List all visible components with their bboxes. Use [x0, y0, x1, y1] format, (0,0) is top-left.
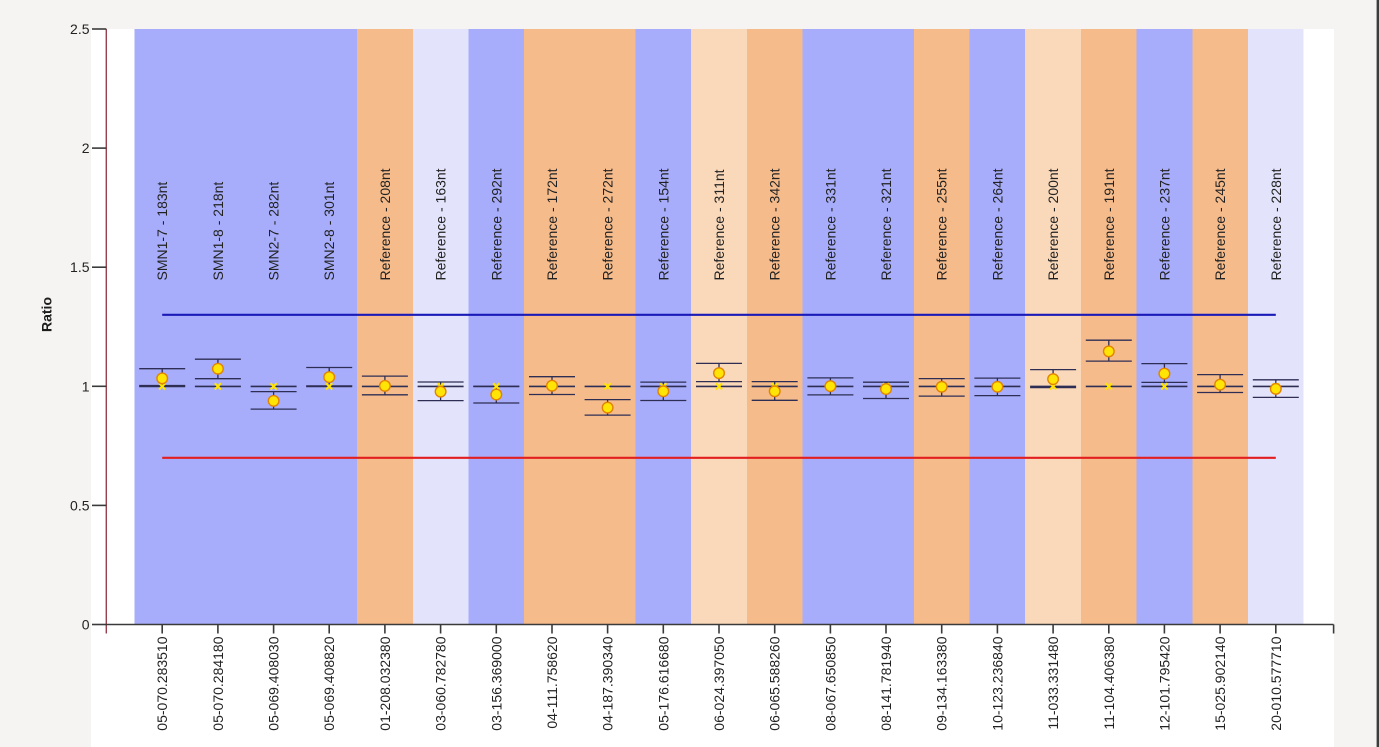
svg-text:Reference - 172nt: Reference - 172nt — [544, 168, 560, 280]
svg-text:06-065.588260: 06-065.588260 — [767, 636, 783, 730]
svg-text:05-070.284180: 05-070.284180 — [210, 636, 226, 730]
svg-text:Reference - 208nt: Reference - 208nt — [377, 168, 393, 280]
svg-text:SMN1-7 - 183nt: SMN1-7 - 183nt — [154, 182, 170, 281]
svg-text:Reference - 163nt: Reference - 163nt — [433, 168, 449, 280]
svg-text:1: 1 — [82, 378, 90, 394]
svg-text:Reference - 311nt: Reference - 311nt — [711, 169, 727, 280]
svg-text:0.5: 0.5 — [70, 497, 90, 513]
svg-text:Reference - 237nt: Reference - 237nt — [1156, 168, 1172, 280]
svg-text:Reference - 321nt: Reference - 321nt — [878, 168, 894, 280]
svg-text:Reference - 191nt: Reference - 191nt — [1101, 168, 1117, 280]
svg-text:Reference - 228nt: Reference - 228nt — [1268, 168, 1284, 280]
svg-text:10-123.236840: 10-123.236840 — [989, 636, 1005, 730]
svg-text:Reference - 272nt: Reference - 272nt — [600, 168, 616, 280]
svg-text:Reference - 245nt: Reference - 245nt — [1212, 168, 1228, 280]
svg-text:SMN2-7 - 282nt: SMN2-7 - 282nt — [266, 182, 282, 281]
svg-text:15-025.902140: 15-025.902140 — [1212, 636, 1228, 730]
svg-text:SMN1-8 - 218nt: SMN1-8 - 218nt — [210, 182, 226, 281]
svg-text:04-111.758620: 04-111.758620 — [544, 636, 560, 728]
svg-text:05-176.616680: 05-176.616680 — [655, 636, 671, 730]
svg-text:03-060.782780: 03-060.782780 — [433, 636, 449, 730]
svg-text:Reference - 154nt: Reference - 154nt — [655, 168, 671, 280]
svg-text:Reference - 264nt: Reference - 264nt — [989, 168, 1005, 280]
svg-text:03-156.369000: 03-156.369000 — [488, 636, 504, 730]
svg-text:Reference - 200nt: Reference - 200nt — [1045, 168, 1061, 280]
svg-text:08-141.781940: 08-141.781940 — [878, 636, 894, 730]
svg-text:01-208.032380: 01-208.032380 — [377, 636, 393, 730]
svg-text:1.5: 1.5 — [70, 259, 90, 275]
svg-text:12-101.795420: 12-101.795420 — [1156, 636, 1172, 730]
svg-text:05-069.408030: 05-069.408030 — [266, 636, 282, 730]
svg-text:05-070.283510: 05-070.283510 — [154, 636, 170, 730]
svg-text:2.5: 2.5 — [70, 21, 90, 37]
svg-text:Reference - 331nt: Reference - 331nt — [822, 168, 838, 280]
svg-text:04-187.390340: 04-187.390340 — [600, 636, 616, 730]
svg-text:11-104.406380: 11-104.406380 — [1101, 636, 1117, 729]
svg-text:20-010.577710: 20-010.577710 — [1268, 636, 1284, 730]
svg-text:Reference - 255nt: Reference - 255nt — [934, 168, 950, 280]
svg-text:SMN2-8 - 301nt: SMN2-8 - 301nt — [321, 182, 337, 281]
svg-text:05-069.408820: 05-069.408820 — [321, 636, 337, 730]
svg-text:Reference - 292nt: Reference - 292nt — [488, 168, 504, 280]
svg-text:08-067.650850: 08-067.650850 — [822, 636, 838, 730]
svg-text:09-134.163380: 09-134.163380 — [934, 636, 950, 730]
svg-text:Ratio: Ratio — [39, 297, 55, 332]
svg-text:2: 2 — [82, 140, 90, 156]
svg-text:Reference - 342nt: Reference - 342nt — [767, 168, 783, 280]
svg-text:11-033.331480: 11-033.331480 — [1045, 636, 1061, 729]
svg-text:0: 0 — [82, 617, 90, 633]
svg-text:06-024.397050: 06-024.397050 — [711, 636, 727, 730]
